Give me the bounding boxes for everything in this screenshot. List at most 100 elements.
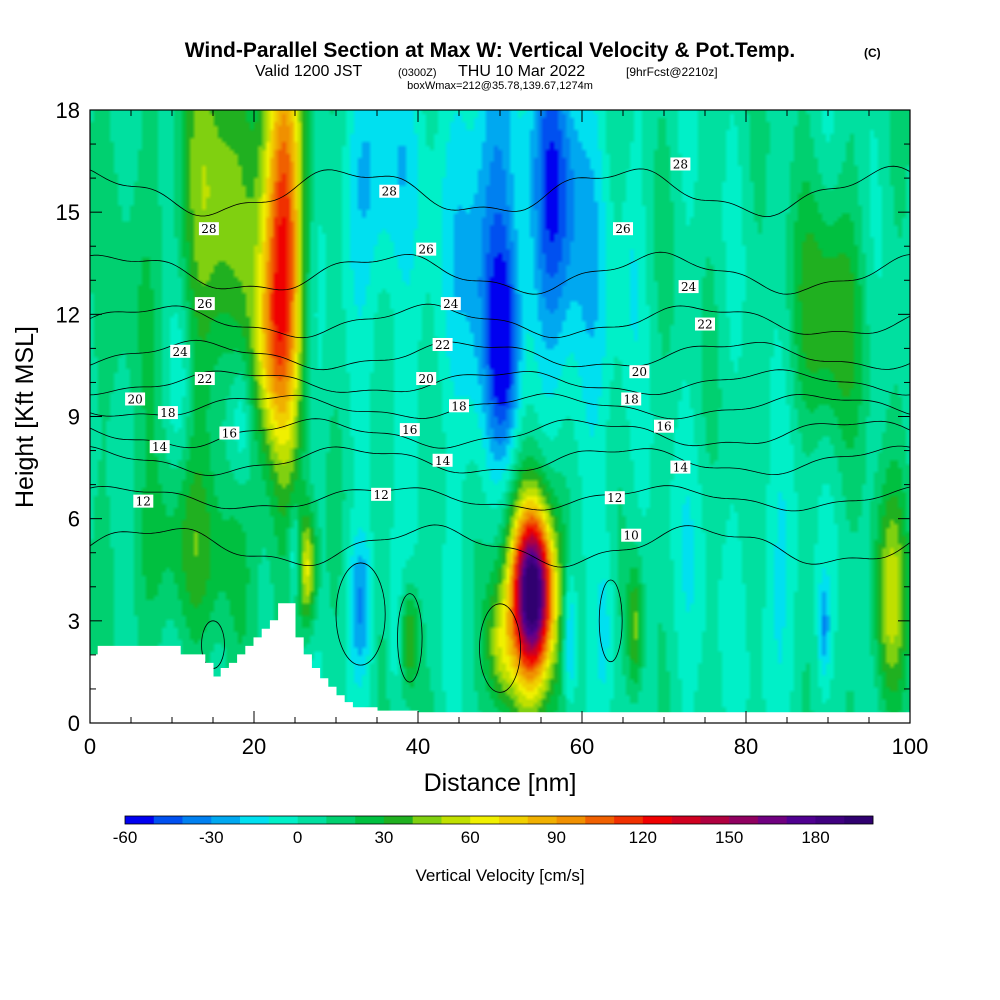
colorbar-swatch	[815, 816, 845, 824]
y-tick-label: 12	[56, 302, 80, 327]
theta-contour-label: 16	[399, 423, 420, 437]
svg-text:26: 26	[419, 243, 434, 257]
colorbar-tick-label: 150	[715, 828, 743, 847]
colorbar-swatch	[182, 816, 212, 824]
theta-contour-line	[90, 524, 910, 568]
theta-contour-label: 18	[449, 399, 469, 413]
colorbar-swatch	[326, 816, 356, 824]
svg-text:24: 24	[443, 297, 459, 311]
subtitle-valid: Valid 1200 JST	[255, 63, 363, 80]
colorbar-swatch	[527, 816, 557, 824]
y-tick-label: 9	[68, 405, 80, 430]
box-info: boxWmax=212@35.78,139.67,1274m	[407, 80, 593, 92]
theta-contour-label: 10	[621, 528, 642, 543]
colorbar-swatch	[556, 816, 586, 824]
svg-text:24: 24	[173, 345, 189, 359]
theta-contour-label: 28	[670, 157, 691, 171]
svg-text:12: 12	[607, 491, 622, 505]
theta-contour-label: 20	[125, 392, 146, 406]
y-tick-label: 0	[68, 711, 80, 736]
colorbar-swatch	[729, 816, 759, 824]
y-tick-label: 15	[56, 200, 80, 225]
svg-text:16: 16	[222, 427, 237, 441]
svg-text:14: 14	[673, 461, 689, 475]
colorbar-swatch	[355, 816, 385, 824]
svg-text:12: 12	[373, 488, 388, 502]
theta-contour-cell	[397, 593, 423, 683]
theta-contour-label: 14	[432, 453, 453, 468]
svg-text:26: 26	[615, 222, 630, 236]
theta-contour-line	[90, 393, 910, 420]
theta-contour-label: 24	[170, 344, 191, 359]
colorbar-swatch	[700, 816, 730, 824]
svg-text:20: 20	[127, 392, 142, 406]
y-tick-label: 3	[68, 609, 80, 634]
y-tick-labels: 0 3 6 9 12 15 18	[56, 98, 80, 736]
theta-contour-label: 12	[133, 494, 154, 509]
svg-text:22: 22	[197, 372, 212, 386]
colorbar-label: Vertical Velocity [cm/s]	[415, 866, 584, 885]
theta-contour-label: 14	[670, 460, 691, 475]
colorbar-swatch	[585, 816, 615, 824]
colorbar-tick-label: 30	[374, 828, 393, 847]
svg-text:26: 26	[197, 297, 212, 311]
colorbar-swatch	[412, 816, 442, 824]
colorbar-tick-label: 0	[293, 828, 302, 847]
theta-contour-label: 26	[194, 297, 215, 311]
svg-text:18: 18	[160, 406, 175, 420]
y-tick-label: 6	[68, 507, 80, 532]
x-tick-label: 100	[892, 734, 929, 759]
theta-contour-line	[90, 445, 910, 476]
theta-contour-label: 26	[613, 222, 633, 236]
svg-text:20: 20	[419, 372, 434, 386]
theta-contour-label: 24	[440, 297, 461, 311]
theta-contour-cell	[598, 579, 623, 663]
terrain	[90, 603, 910, 723]
svg-text:28: 28	[201, 222, 216, 236]
theta-contour-label: 18	[157, 406, 178, 420]
theta-contour-label: 22	[432, 337, 453, 352]
vertical-velocity-field	[90, 110, 910, 723]
theta-contour-label: 12	[604, 491, 625, 505]
theta-contour-label: 24	[678, 280, 699, 294]
x-tick-label: 80	[734, 734, 758, 759]
colorbar-swatch	[642, 816, 672, 824]
plot-area: 10 12 12 12 14 14 14 16 16 16 18 18 18 20 20 20 22 22 22 24…	[90, 110, 910, 723]
chart-title-mark: (C)	[864, 46, 881, 60]
theta-contour-line	[90, 303, 910, 339]
subtitle-forecast: [9hrFcst@2210z]	[626, 65, 718, 79]
x-tick-label: 40	[406, 734, 430, 759]
svg-text:24: 24	[681, 280, 697, 294]
svg-text:22: 22	[435, 338, 450, 352]
y-axis-label: Height [Kft MSL]	[11, 326, 39, 508]
theta-contour-label: 16	[219, 426, 240, 441]
svg-text:22: 22	[697, 318, 712, 332]
subtitle-utc: (0300Z)	[398, 67, 437, 79]
theta-contour-cell	[335, 562, 386, 666]
x-tick-label: 20	[242, 734, 266, 759]
colorbar-swatch	[671, 816, 701, 824]
theta-contour-label: 22	[695, 317, 715, 332]
theta-contour-label: 20	[629, 365, 650, 379]
theta-contour-label: 18	[621, 392, 642, 406]
colorbar-swatch	[211, 816, 241, 824]
colorbar-swatch	[297, 816, 327, 824]
svg-text:28: 28	[382, 185, 397, 199]
svg-text:10: 10	[624, 529, 639, 543]
svg-text:16: 16	[656, 420, 671, 434]
colorbar-swatch	[786, 816, 816, 824]
axis-ticks	[89, 109, 911, 724]
colorbar-tick-label: 180	[801, 828, 829, 847]
theta-contour-label: 14	[149, 440, 170, 454]
colorbar-tick-label: 60	[461, 828, 480, 847]
svg-text:14: 14	[435, 454, 451, 468]
theta-contour-line	[90, 485, 910, 512]
theta-contour-line	[90, 339, 910, 371]
x-tick-label: 60	[570, 734, 594, 759]
colorbar-swatch	[441, 816, 471, 824]
colorbar-swatch	[125, 816, 155, 824]
theta-contour-label: 28	[379, 184, 400, 199]
colorbar-swatch	[240, 816, 270, 824]
colorbar-swatch	[614, 816, 644, 824]
colorbar	[124, 815, 874, 825]
